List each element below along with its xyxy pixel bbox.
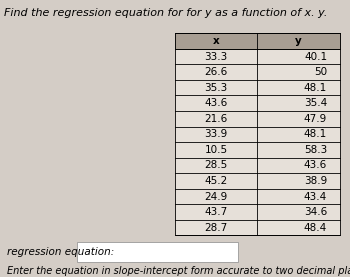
Text: 48.1: 48.1 xyxy=(304,129,327,139)
Text: 35.4: 35.4 xyxy=(304,98,327,108)
Text: 58.3: 58.3 xyxy=(304,145,327,155)
Text: 43.6: 43.6 xyxy=(304,160,327,170)
Bar xyxy=(175,33,340,235)
Text: 43.7: 43.7 xyxy=(204,207,228,217)
Text: 45.2: 45.2 xyxy=(204,176,228,186)
Text: 35.3: 35.3 xyxy=(204,83,228,93)
Text: 10.5: 10.5 xyxy=(204,145,228,155)
Text: 47.9: 47.9 xyxy=(304,114,327,124)
Text: 33.9: 33.9 xyxy=(204,129,228,139)
Text: Find the regression equation for for y as a function of x. y.: Find the regression equation for for y a… xyxy=(4,8,327,18)
Text: 40.1: 40.1 xyxy=(304,52,327,61)
Text: 48.1: 48.1 xyxy=(304,83,327,93)
Text: 38.9: 38.9 xyxy=(304,176,327,186)
Text: y: y xyxy=(295,36,302,46)
Text: 28.5: 28.5 xyxy=(204,160,228,170)
Text: 21.6: 21.6 xyxy=(204,114,228,124)
Bar xyxy=(175,33,340,49)
Bar xyxy=(77,242,238,262)
Text: x: x xyxy=(213,36,219,46)
Text: 33.3: 33.3 xyxy=(204,52,228,61)
Text: 24.9: 24.9 xyxy=(204,192,228,202)
Text: 43.6: 43.6 xyxy=(204,98,228,108)
Text: 34.6: 34.6 xyxy=(304,207,327,217)
Text: 28.7: 28.7 xyxy=(204,223,228,233)
Text: Enter the equation in slope-intercept form accurate to two decimal places.: Enter the equation in slope-intercept fo… xyxy=(7,266,350,276)
Text: 48.4: 48.4 xyxy=(304,223,327,233)
Text: 26.6: 26.6 xyxy=(204,67,228,77)
Text: 43.4: 43.4 xyxy=(304,192,327,202)
Text: 50: 50 xyxy=(314,67,327,77)
Text: regression equation:: regression equation: xyxy=(7,247,114,257)
